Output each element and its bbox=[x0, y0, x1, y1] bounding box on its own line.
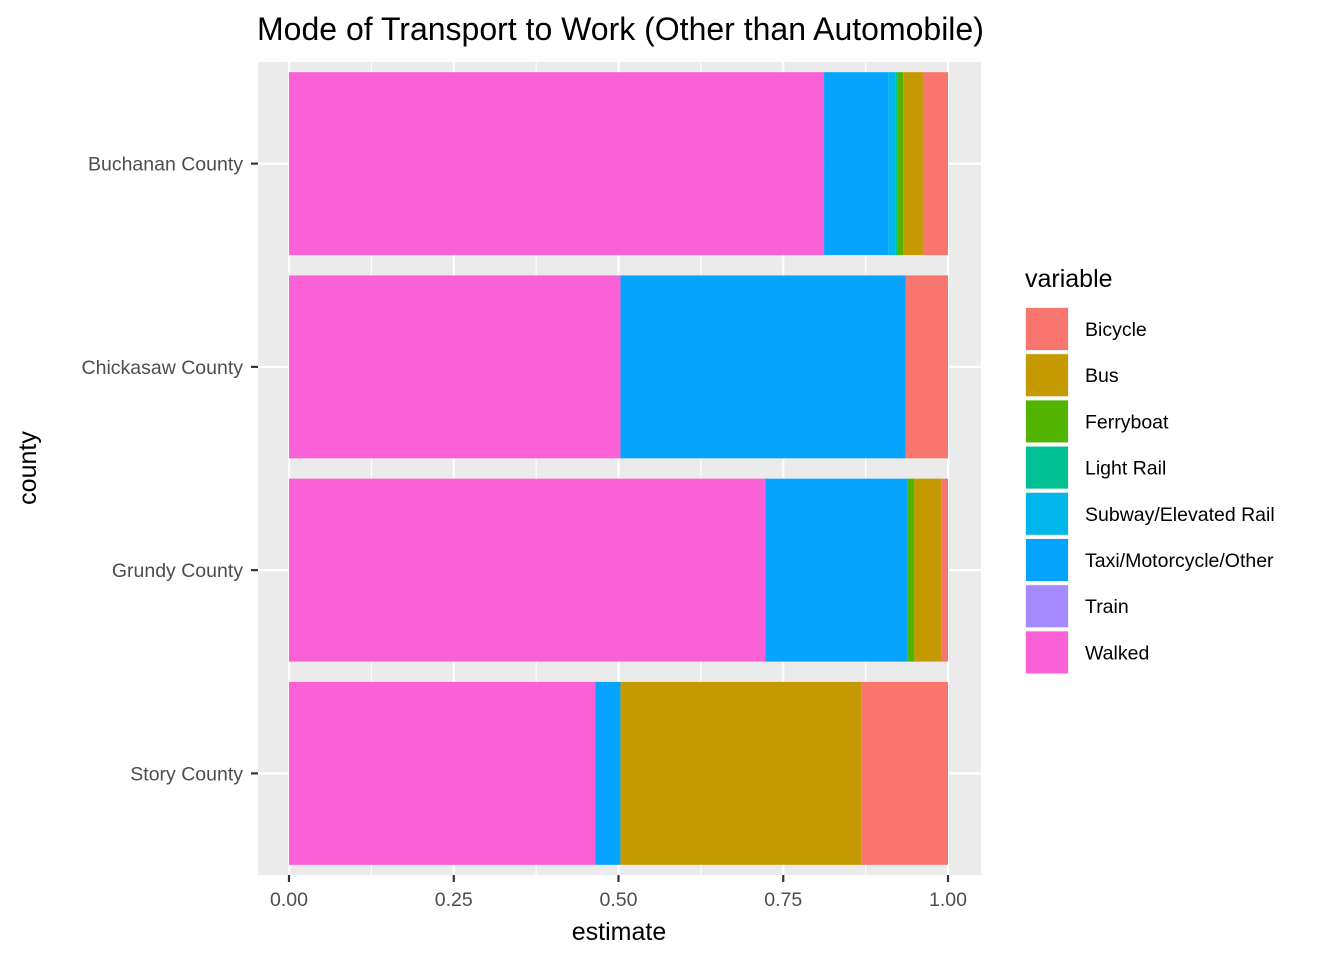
legend-label: Bus bbox=[1085, 365, 1119, 387]
bar-segment bbox=[941, 478, 948, 662]
legend-swatch bbox=[1026, 539, 1068, 581]
bar-segment bbox=[289, 681, 596, 865]
y-tick-label: Grundy County bbox=[112, 560, 243, 582]
bar-segment bbox=[895, 72, 898, 256]
legend-swatch bbox=[1026, 446, 1068, 489]
legend-label: Subway/Elevated Rail bbox=[1085, 504, 1275, 526]
bar-segment bbox=[914, 478, 942, 662]
bar-segment bbox=[861, 681, 948, 865]
legend-label: Light Rail bbox=[1085, 458, 1166, 480]
legend-title: variable bbox=[1025, 265, 1113, 293]
y-tick-label: Story County bbox=[130, 763, 243, 785]
y-axis-title: county bbox=[14, 431, 42, 505]
legend-swatch bbox=[1026, 631, 1068, 674]
bar-segment bbox=[289, 478, 766, 662]
legend-swatch bbox=[1026, 585, 1068, 628]
legend-items: Bicycle Bus Ferryboat Light Rail Subway/Elev… bbox=[1025, 307, 1275, 675]
x-tick-label: 0.00 bbox=[270, 889, 308, 911]
chart-title: Mode of Transport to Work (Other than Au… bbox=[257, 11, 984, 47]
legend-label: Taxi/Motorcycle/Other bbox=[1085, 550, 1274, 572]
bar-segment bbox=[620, 275, 906, 459]
bar-segment bbox=[824, 72, 889, 256]
x-tick-label: 0.50 bbox=[600, 889, 638, 911]
legend-label: Train bbox=[1085, 596, 1129, 618]
bar-segment bbox=[888, 72, 896, 256]
y-tick-label: Chickasaw County bbox=[82, 357, 244, 379]
bar-segment bbox=[765, 478, 908, 662]
x-tick-label: 0.25 bbox=[435, 889, 473, 911]
legend: variable Bicycle Bus Ferryboat Light Rail Su… bbox=[1025, 265, 1275, 675]
x-axis: 0.00 0.25 0.50 0.75 1.00 bbox=[270, 875, 967, 911]
legend-swatch bbox=[1026, 492, 1068, 535]
bar-segment bbox=[897, 72, 904, 256]
bar-segment bbox=[289, 275, 621, 459]
x-tick-label: 1.00 bbox=[929, 889, 967, 911]
bar-segment bbox=[922, 72, 948, 256]
bar-segment bbox=[595, 681, 621, 865]
bars bbox=[289, 72, 948, 865]
bar-segment bbox=[289, 72, 825, 256]
legend-label: Walked bbox=[1085, 642, 1149, 664]
x-axis-title: estimate bbox=[572, 918, 666, 946]
bar-segment bbox=[907, 478, 915, 662]
x-tick-label: 0.75 bbox=[764, 889, 802, 911]
bar-segment bbox=[620, 681, 862, 865]
legend-swatch bbox=[1026, 400, 1068, 443]
legend-swatch bbox=[1026, 354, 1068, 397]
y-axis: Story County Grundy County Chickasaw Count… bbox=[82, 154, 258, 785]
y-tick-label: Buchanan County bbox=[88, 154, 243, 176]
bar-segment bbox=[905, 275, 948, 459]
legend-swatch bbox=[1026, 308, 1068, 350]
bar-segment bbox=[903, 72, 923, 256]
legend-label: Bicycle bbox=[1085, 319, 1147, 341]
legend-label: Ferryboat bbox=[1085, 411, 1169, 433]
